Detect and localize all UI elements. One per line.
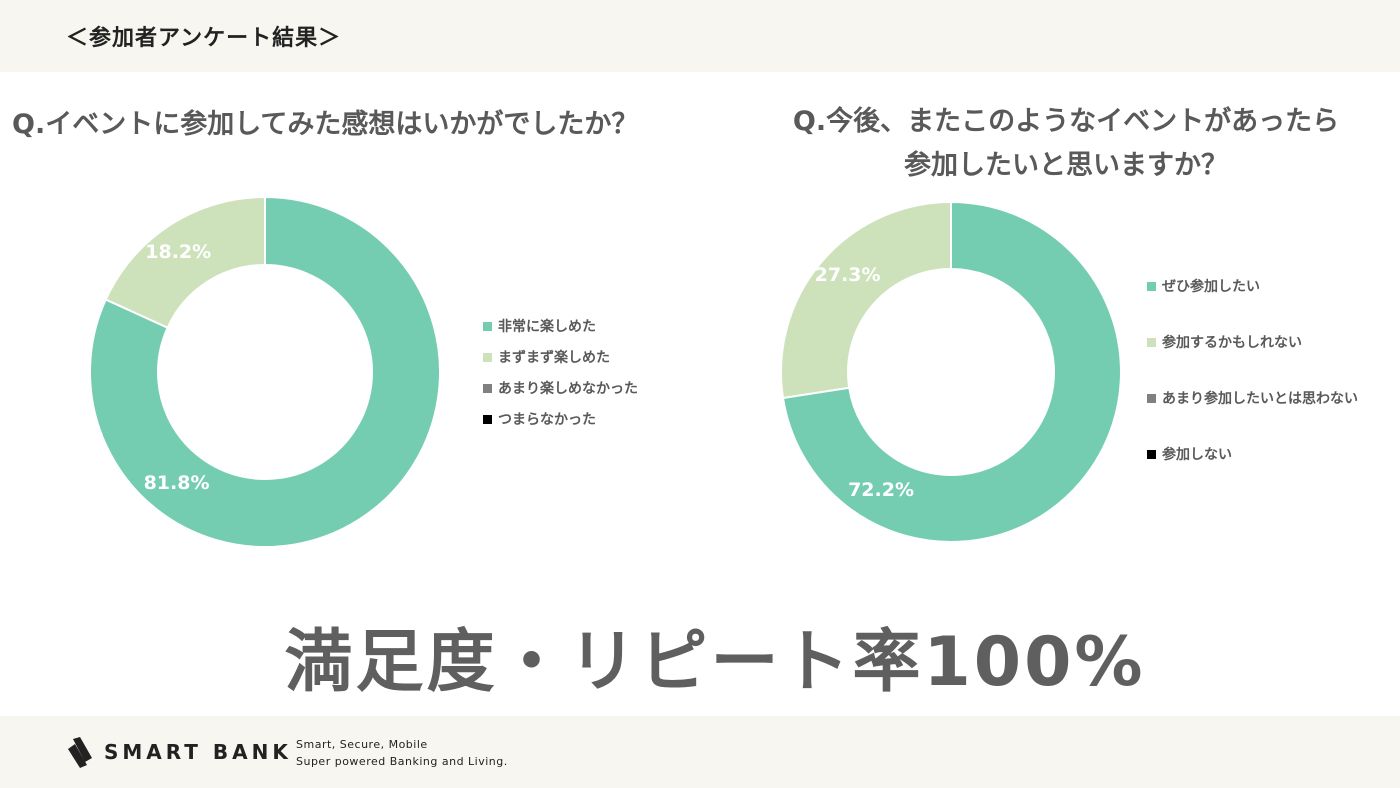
brand-name: SMART BANK [104, 740, 292, 764]
legend-swatch [483, 352, 492, 362]
legend-swatch [1147, 281, 1156, 291]
donut-chart-repeat: 72.2% 27.3% [780, 200, 1122, 543]
donut-slice-1-1 [89, 195, 441, 548]
legend-label: 参加しない [1162, 447, 1232, 463]
legend-item: つまらなかった [483, 409, 596, 429]
legend-label: まずまず楽しめた [498, 350, 610, 366]
donut-slice-1-2 [104, 195, 266, 329]
legend-item: 非常に楽しめた [483, 316, 596, 336]
chart-1-legend: 非常に楽しめた まずまず楽しめたあまり楽しめなかった つまらなかった [483, 316, 683, 429]
legend-label: あまり楽しめなかった [498, 381, 638, 397]
legend-swatch [1147, 449, 1156, 459]
legend-item: あまり参加したいとは思わない [1147, 388, 1358, 408]
legend-swatch [1147, 337, 1156, 347]
smartbank-logo-icon [68, 737, 92, 768]
legend-label: 非常に楽しめた [498, 319, 596, 335]
donut-chart-satisfaction: 81.8% 18.2% [89, 195, 441, 548]
data-label-1-2: 18.2% [145, 241, 211, 263]
chart-1-title: Q.イベントに参加してみた感想はいかがでしたか？ [12, 109, 639, 140]
legend-item: 参加しない [1147, 444, 1232, 464]
headline: 満足度・リピート率100% [284, 623, 1146, 702]
data-label-2-2: 27.3% [815, 264, 881, 286]
section-title: ＜参加者アンケート結果＞ [66, 26, 342, 51]
chart-2-title: Q.今後、またこのようなイベントがあったら 参加したいと思いますか？ [766, 100, 1366, 188]
footer-band [0, 716, 1400, 788]
donut-slice-2-1 [781, 200, 1122, 543]
chart-2-title-line-2: 参加したいと思いますか？ [904, 150, 1228, 181]
chart-2-legend: ぜひ参加したい参加するかもしれないあまり参加したいとは思わない 参加しない [1147, 276, 1397, 466]
tagline-2: Super powered Banking and Living. [296, 755, 508, 768]
legend-label: ぜひ参加したい [1162, 279, 1260, 295]
chart-2-title-line-1: Q.今後、またこのようなイベントがあったら [792, 106, 1340, 137]
donut-slice-2-2 [780, 200, 952, 400]
legend-swatch [483, 321, 492, 331]
header-band [0, 0, 1400, 72]
legend-label: あまり参加したいとは思わない [1162, 391, 1358, 407]
legend-swatch [483, 383, 492, 393]
tagline-1: Smart, Secure, Mobile [296, 738, 428, 751]
legend-label: 参加するかもしれない [1162, 335, 1302, 351]
legend-item: ぜひ参加したい [1147, 276, 1260, 296]
legend-item: 参加するかもしれない [1147, 332, 1302, 352]
legend-label: つまらなかった [498, 412, 596, 428]
data-label-2-1: 72.2% [848, 479, 914, 501]
legend-swatch [483, 414, 492, 424]
legend-item: まずまず楽しめた [483, 347, 610, 367]
data-label-1-1: 81.8% [144, 472, 210, 494]
legend-swatch [1147, 393, 1156, 403]
legend-item: あまり楽しめなかった [483, 378, 638, 398]
